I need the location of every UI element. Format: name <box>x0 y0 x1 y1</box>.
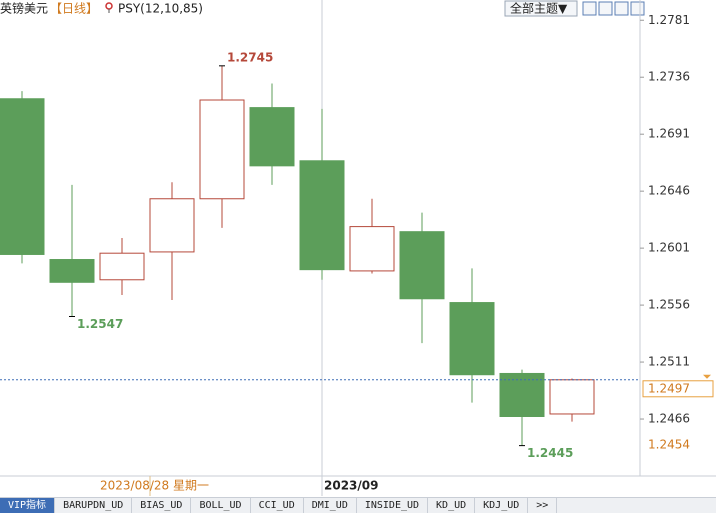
toolbar-icons[interactable] <box>582 1 645 16</box>
indicator-tab[interactable]: BOLL_UD <box>191 498 251 513</box>
candle-body <box>99 252 145 281</box>
indicator-icon[interactable] <box>105 2 113 13</box>
indicator-tab[interactable]: KDJ_UD <box>475 498 529 513</box>
candle-body <box>249 107 295 167</box>
extreme-label: 1.2547 <box>77 317 123 331</box>
candle-body <box>499 372 545 418</box>
indicator-tab[interactable]: >> <box>528 498 558 513</box>
y-tick-label: 1.2646 <box>648 184 690 198</box>
chart: 英镑美元 【日线】 PSY(12,10,85) 全部主题▼ 2023/08/28… <box>0 0 716 497</box>
y-tick-label: 1.2736 <box>648 70 690 84</box>
theme-button-label[interactable]: 全部主题▼ <box>510 1 568 16</box>
theme-button[interactable] <box>504 0 578 17</box>
indicator-tab[interactable]: BIAS_UD <box>132 498 192 513</box>
y-tick-label: 1.2556 <box>648 298 690 312</box>
candle-body <box>49 259 95 283</box>
y-tick-label: 1.2511 <box>648 355 690 369</box>
cursor-date: 2023/08/28 星期一 <box>100 479 209 493</box>
x-tick-label: 2023/09 <box>324 479 378 493</box>
candle-body <box>549 379 595 415</box>
candle-body <box>0 98 45 255</box>
y-tick-label: 1.2781 <box>648 13 690 27</box>
period: 【日线】 <box>50 2 98 16</box>
cursor-price-label: 1.2454 <box>648 438 690 452</box>
y-tick-label: 1.2466 <box>648 412 690 426</box>
candle-body <box>399 231 445 300</box>
indicator-tab[interactable]: DMI_UD <box>304 498 357 513</box>
y-tick-label: 1.2691 <box>648 127 690 141</box>
symbol-title: 英镑美元 <box>0 1 48 16</box>
y-tick-label: 1.2601 <box>648 241 690 255</box>
extreme-label: 1.2445 <box>527 446 573 460</box>
current-price-arrow <box>703 374 711 379</box>
candle-body <box>199 99 245 200</box>
current-price-label: 1.2497 <box>648 381 690 395</box>
candle-body <box>449 302 495 376</box>
candle-body <box>149 198 195 253</box>
candle-body <box>349 226 395 272</box>
indicator-tab[interactable]: VIP指标 <box>0 498 56 513</box>
indicator-tab[interactable]: CCI_UD <box>251 498 304 513</box>
indicator-label[interactable]: PSY(12,10,85) <box>118 2 203 16</box>
indicator-tab[interactable]: BARUPDN_UD <box>55 498 133 513</box>
candle-body <box>299 160 345 271</box>
indicator-tab[interactable]: INSIDE_UD <box>357 498 429 513</box>
current-price-box <box>642 380 714 398</box>
extreme-label: 1.2745 <box>227 50 273 64</box>
indicator-tab[interactable]: KD_UD <box>428 498 476 513</box>
indicator-tabs: VIP指标 BARUPDN_UD BIAS_UD BOLL_UD CCI_UD DMI_U… <box>0 497 716 513</box>
